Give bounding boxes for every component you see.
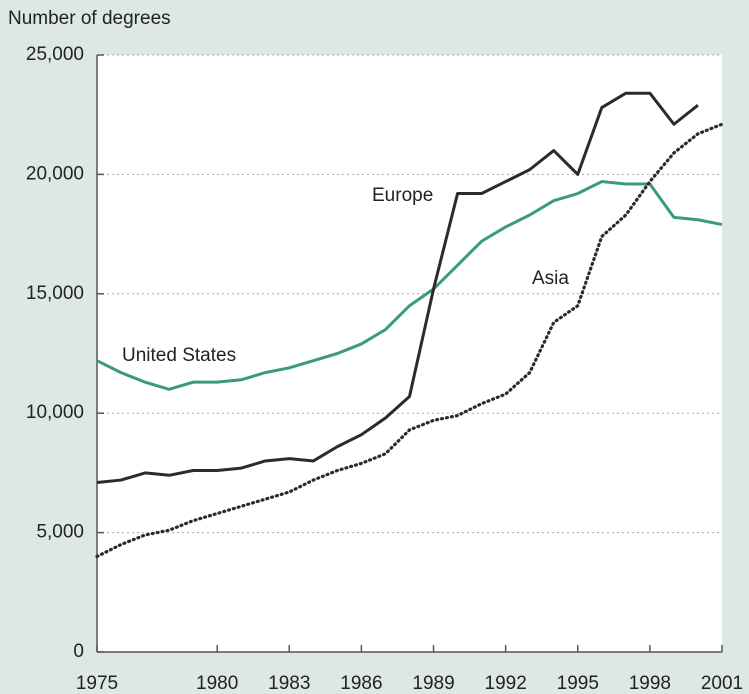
x-tick-label: 2001	[701, 673, 743, 694]
series-line	[95, 122, 724, 559]
x-tick-label: 1989	[412, 673, 454, 694]
series-line	[96, 180, 723, 391]
plot-area	[97, 55, 722, 652]
series-label: Asia	[532, 268, 569, 289]
y-axis-title: Number of degrees	[8, 8, 171, 29]
x-tick-label: 1992	[485, 673, 527, 694]
series-line	[96, 91, 699, 484]
series-label: United States	[122, 345, 236, 366]
y-tick-label: 20,000	[26, 163, 84, 184]
x-tick-label: 1995	[557, 673, 599, 694]
y-tick-label: 5,000	[36, 522, 84, 543]
x-tick-label: 1983	[268, 673, 310, 694]
x-tick-label: 1986	[340, 673, 382, 694]
y-tick-label: 15,000	[26, 283, 84, 304]
x-tick-label: 1975	[76, 673, 118, 694]
y-tick-label: 25,000	[26, 44, 84, 65]
series-label: Europe	[372, 185, 433, 206]
x-tick-label: 1998	[629, 673, 671, 694]
x-tick-label: 1980	[196, 673, 238, 694]
y-tick-label: 10,000	[26, 402, 84, 423]
y-tick-label: 0	[73, 641, 84, 662]
